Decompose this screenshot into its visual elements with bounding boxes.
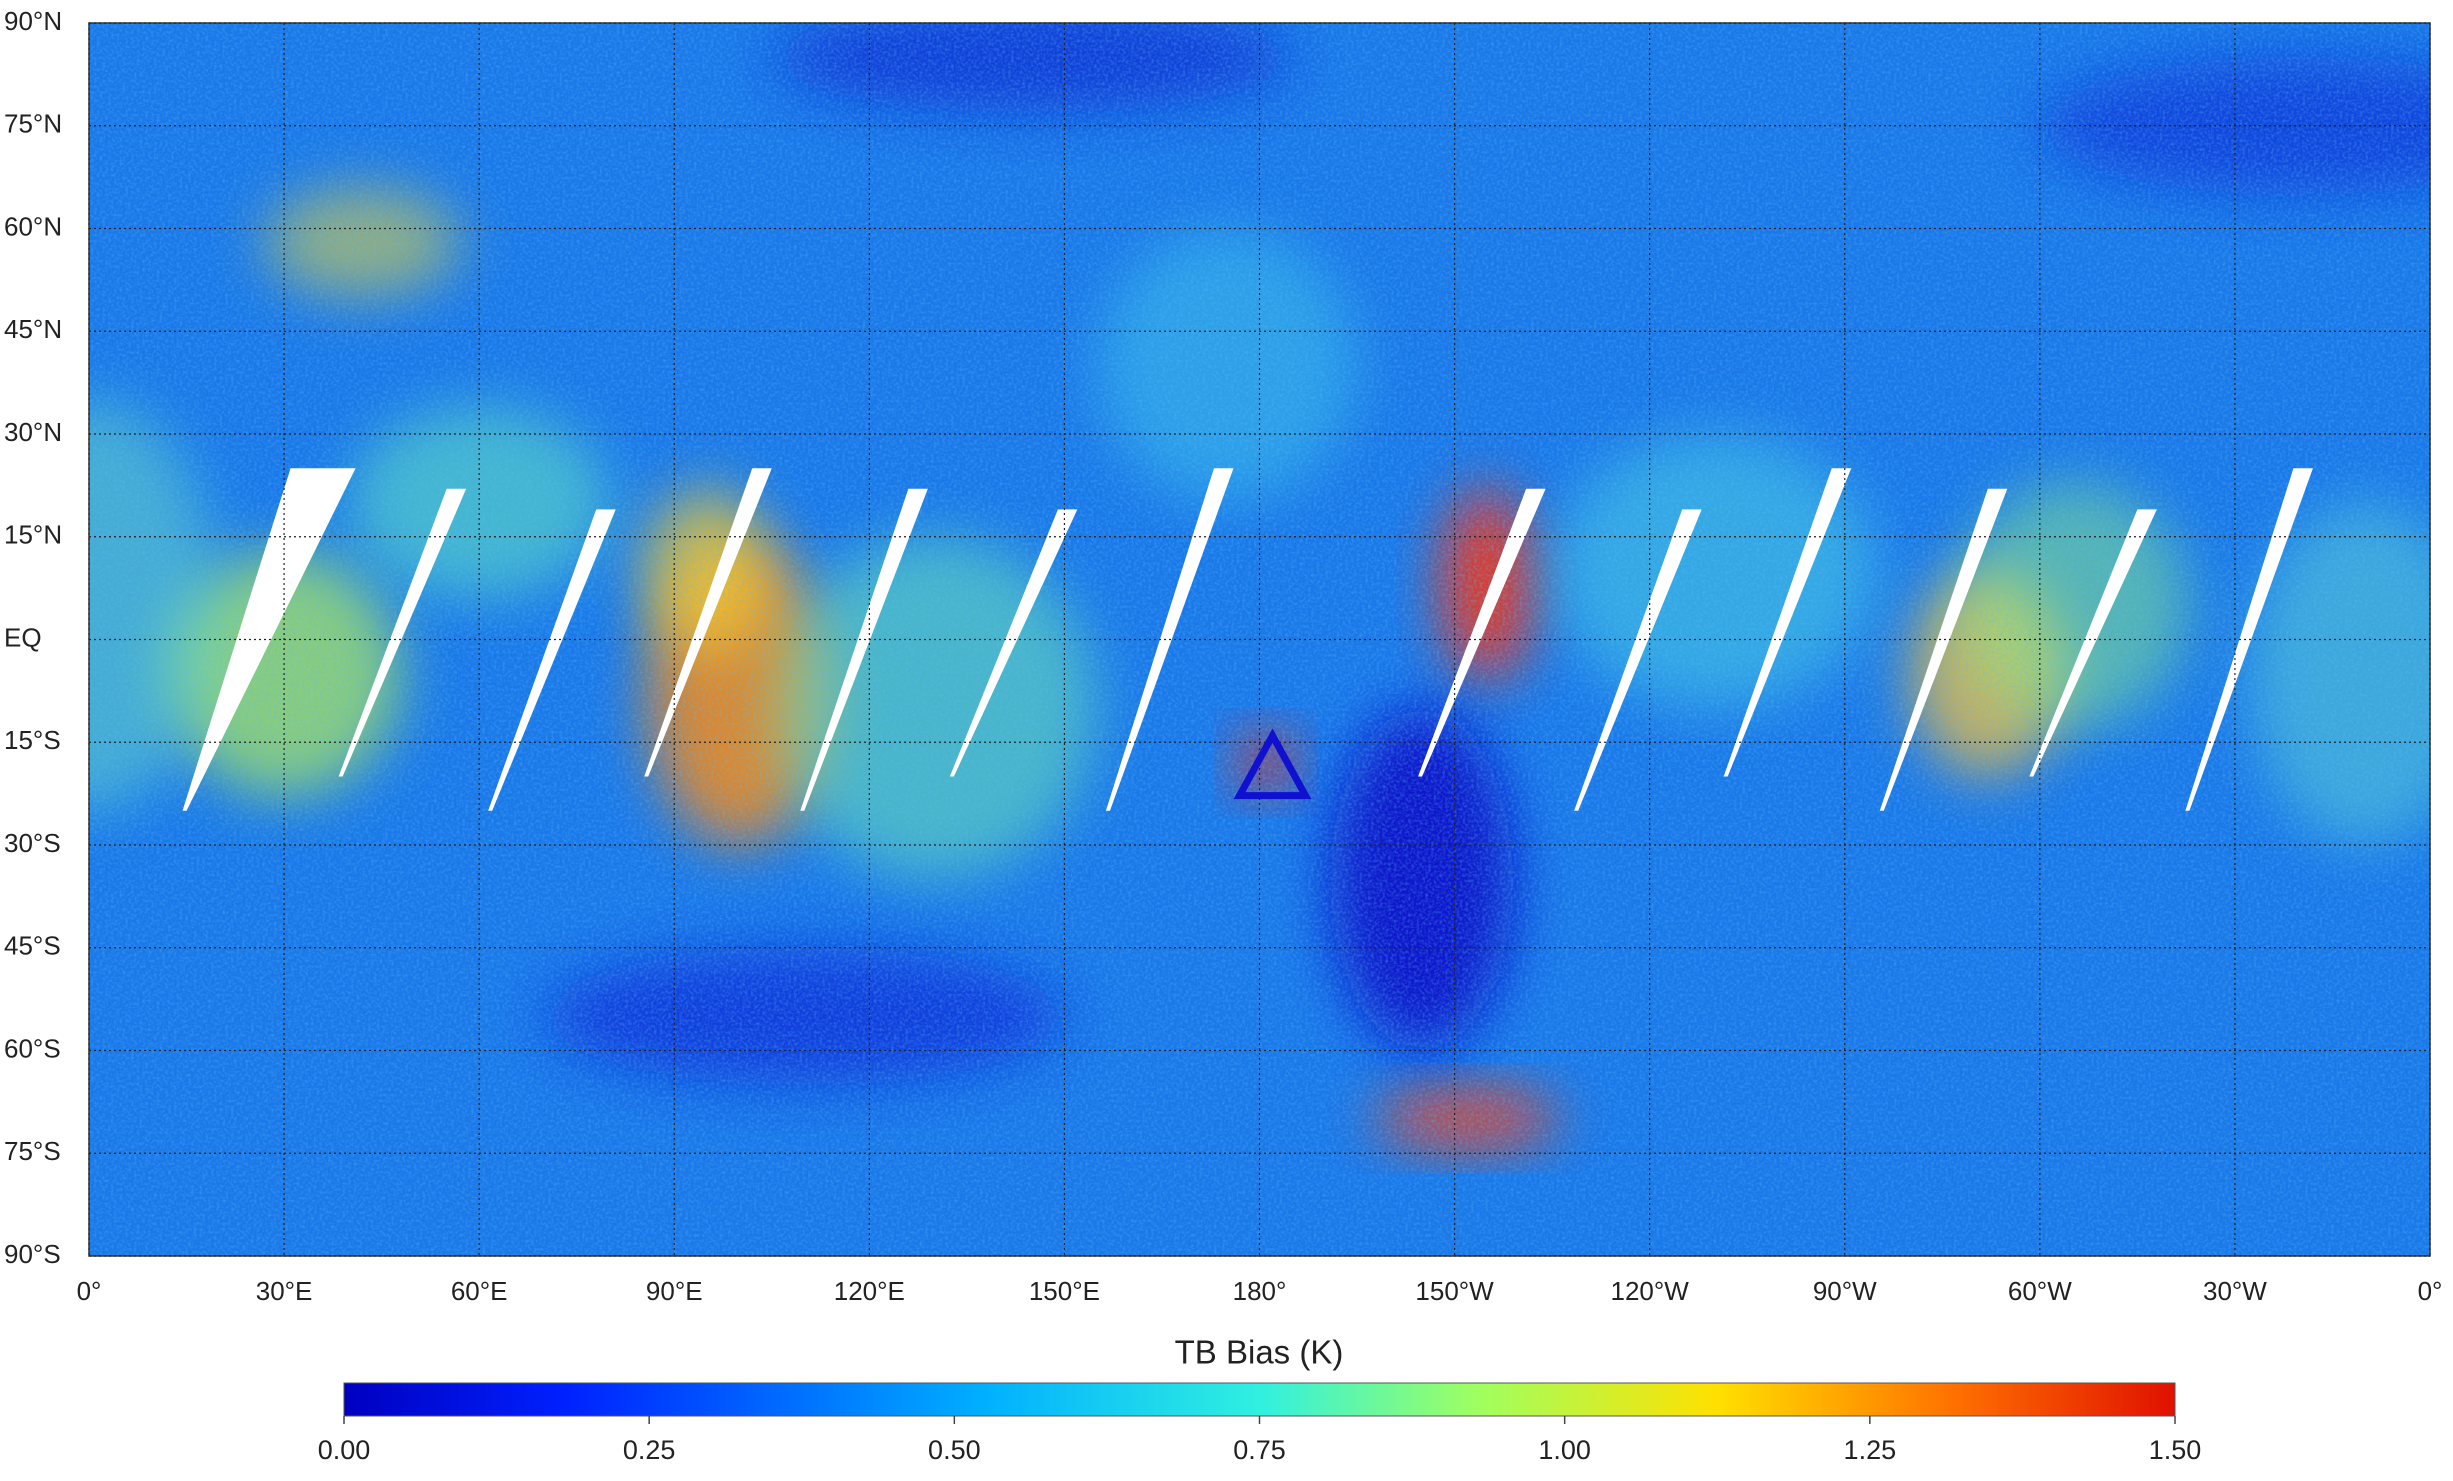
swath-gap [338,488,467,777]
colorbar-title: TB Bias (K) [1175,1334,1344,1371]
lat-label: 90°N [4,6,62,36]
site-marker [1233,728,1312,800]
lat-label: 90°S [4,1239,61,1269]
swath-gap [1418,488,1546,777]
lon-label: 0° [2418,1276,2443,1306]
lat-label: EQ [4,622,42,652]
swath-gap [1723,468,1852,777]
lat-label: 45°S [4,931,61,961]
colorbar [343,1382,2176,1417]
lon-label: 0° [77,1276,102,1306]
colorbar-tick-label: 1.00 [1538,1435,1591,1465]
lon-label: 90°W [1813,1276,1877,1306]
lon-label: 150°W [1415,1276,1494,1306]
swath-gap [1879,488,2008,811]
swath-gap [644,468,772,777]
lon-label: 150°E [1029,1276,1100,1306]
lon-label: 60°W [2008,1276,2072,1306]
lon-label: 120°W [1611,1276,1690,1306]
lon-label: 120°E [834,1276,905,1306]
lon-label: 30°W [2203,1276,2267,1306]
map-area [89,23,2430,1256]
lat-label: 60°N [4,211,62,241]
colorbar-tick-label: 0.75 [1233,1435,1286,1465]
colorbar-tick-label: 0.50 [928,1435,981,1465]
lon-label: 180° [1233,1276,1287,1306]
swath-gap [1574,509,1702,811]
swath-gap [800,488,928,811]
lat-label: 30°S [4,828,61,858]
lat-label: 60°S [4,1033,61,1063]
lon-label: 60°E [451,1276,508,1306]
lat-label: 75°N [4,109,62,139]
lat-label: 75°S [4,1136,61,1166]
lat-label: 15°N [4,520,62,550]
swath-gap [949,509,1078,777]
colorbar-tick-label: 1.25 [1844,1435,1897,1465]
lon-label: 30°E [256,1276,313,1306]
lat-label: 30°N [4,417,62,447]
lat-label: 15°S [4,725,61,755]
lon-label: 90°E [646,1276,703,1306]
lat-label: 45°N [4,314,62,344]
colorbar-tick-label: 0.00 [318,1435,371,1465]
swath-gap [2029,509,2157,777]
colorbar-tick-label: 0.25 [623,1435,676,1465]
swath-gap [488,509,616,811]
colorbar-tick-label: 1.50 [2149,1435,2202,1465]
